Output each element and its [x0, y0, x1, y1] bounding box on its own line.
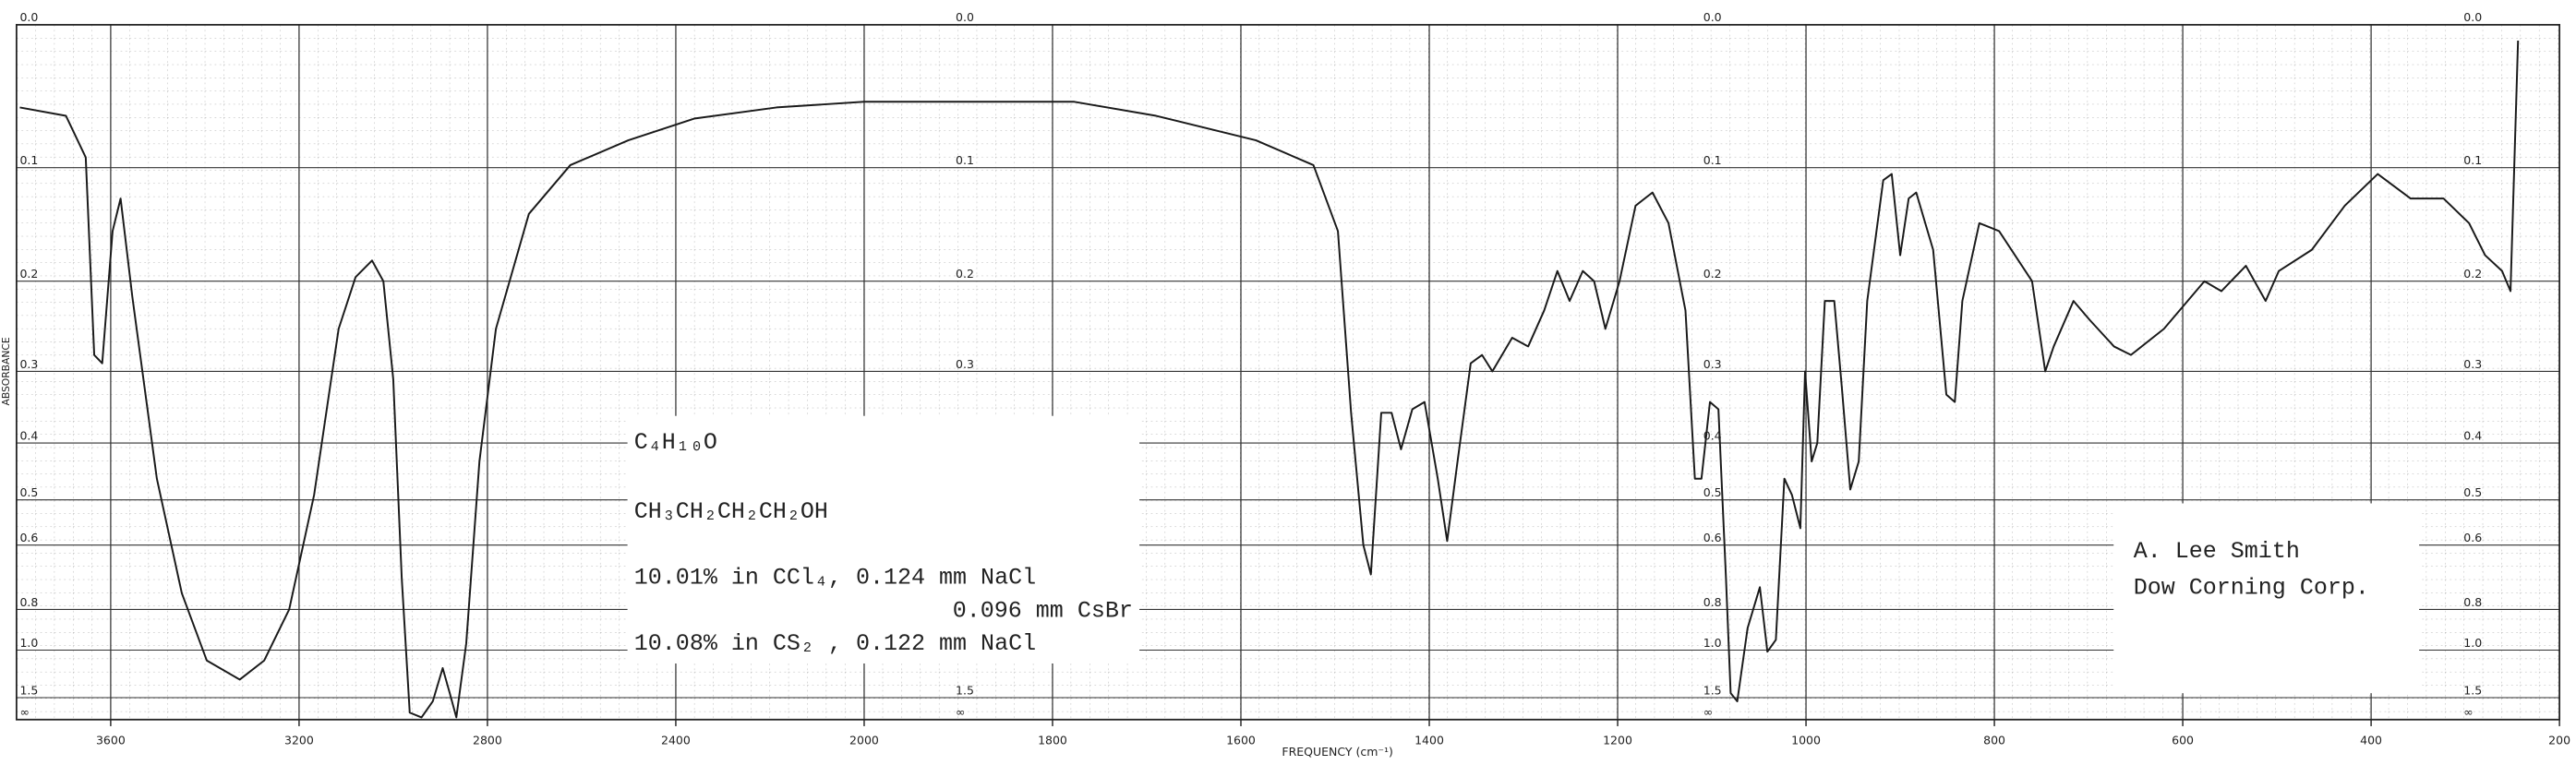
y-tick-label: 0.0: [2463, 10, 2482, 24]
y-tick-label: 0.5: [19, 485, 38, 499]
y-tick-label: ∞: [1703, 705, 1713, 719]
author: A. Lee Smith: [2134, 538, 2300, 565]
y-tick-label: 0.8: [19, 595, 38, 609]
y-tick-label: 0.4: [2463, 428, 2482, 442]
y-tick-label: 1.5: [956, 683, 974, 697]
x-tick-label: 1800: [1038, 734, 1067, 747]
y-tick-label: 0.6: [19, 531, 38, 544]
y-tick-label: 0.4: [1703, 428, 1722, 442]
x-tick-label: 400: [2360, 734, 2382, 747]
x-tick-label: 3600: [96, 734, 126, 747]
y-tick-label: 0.1: [1703, 153, 1722, 167]
marks: [19, 40, 2520, 719]
y-tick-label: 0.2: [956, 267, 974, 281]
spectrum-line: [19, 40, 2520, 719]
y-tick-label: 0.0: [956, 10, 974, 24]
x-tick-label: 2400: [661, 734, 691, 747]
x-tick-label: 1200: [1603, 734, 1632, 747]
y-tick-label: 0.8: [2463, 595, 2482, 609]
x-tick-label: 1000: [1791, 734, 1821, 747]
plot-frame: [15, 23, 2561, 721]
y-tick-label: 0.1: [956, 153, 974, 167]
sample-note: 0.096 mm CsBr: [953, 597, 1133, 624]
formula: C₄H₁₀O: [634, 429, 717, 456]
y-tick-label: 0.8: [1703, 595, 1722, 609]
note-box: [627, 415, 1140, 663]
y-axis-label: ABSORBANCE: [0, 337, 12, 405]
x-tick-label: 600: [2172, 734, 2194, 747]
x-tick-label: 200: [2548, 734, 2570, 747]
y-tick-label: 0.1: [19, 153, 38, 167]
y-tick-label: 0.6: [1703, 531, 1722, 544]
y-tick-label: 0.3: [956, 357, 974, 371]
y-tick-label: 0.1: [2463, 153, 2482, 167]
sample-note: 10.01% in CCl₄, 0.124 mm NaCl: [634, 565, 1036, 592]
credit-box: [2113, 503, 2420, 694]
y-tick-label: 0.2: [19, 267, 38, 281]
x-tick-label: 1400: [1414, 734, 1444, 747]
y-tick-label: ∞: [19, 705, 29, 719]
y-tick-label: 0.0: [1703, 10, 1722, 24]
y-tick-label: 0.3: [1703, 357, 1722, 371]
structure: CH₃CH₂CH₂CH₂OH: [634, 498, 828, 525]
y-tick-label: ∞: [2463, 705, 2473, 719]
y-tick-label: 0.2: [2463, 267, 2482, 281]
x-tick-label: 3200: [284, 734, 314, 747]
sample-note: 10.08% in CS₂ , 0.122 mm NaCl: [634, 630, 1036, 657]
x-tick-label: 2800: [473, 734, 502, 747]
y-tick-label: 1.5: [1703, 683, 1722, 697]
y-tick-label: 0.3: [2463, 357, 2482, 371]
y-tick-label: 1.0: [1703, 636, 1722, 650]
x-tick-label: 1600: [1226, 734, 1256, 747]
y-tick-label: 0.5: [2463, 485, 2482, 499]
y-tick-label: 1.0: [19, 636, 38, 650]
y-tick-label: ∞: [956, 705, 965, 719]
y-tick-label: 0.0: [19, 10, 38, 24]
y-tick-label: 0.3: [19, 357, 38, 371]
y-tick-label: 1.5: [19, 683, 38, 697]
y-tick-label: 0.5: [1703, 485, 1722, 499]
affiliation: Dow Corning Corp.: [2134, 574, 2369, 601]
y-tick-label: 1.0: [2463, 636, 2482, 650]
x-tick-label: 800: [1983, 734, 2005, 747]
y-tick-label: 1.5: [2463, 683, 2482, 697]
y-tick-label: 0.6: [2463, 531, 2482, 544]
x-tick-label: 2000: [849, 734, 879, 747]
y-tick-label: 0.2: [1703, 267, 1722, 281]
x-axis-label: FREQUENCY (cm⁻¹): [1282, 745, 1393, 759]
y-tick-label: 0.4: [19, 428, 38, 442]
